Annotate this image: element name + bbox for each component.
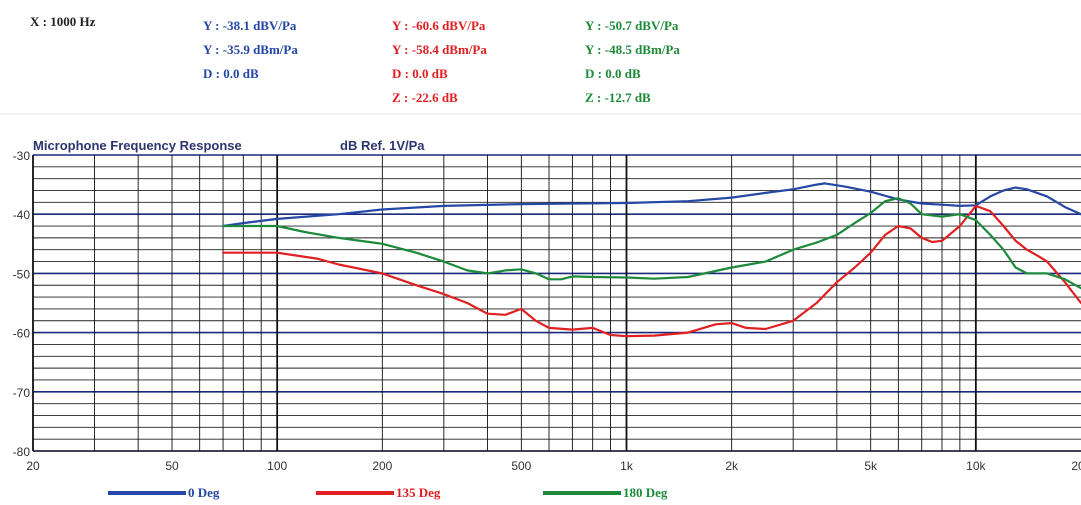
readout-line: Y : -48.5 dBm/Pa [585, 42, 680, 57]
y-tick-label: -40 [13, 208, 31, 222]
y-tick-label: -50 [13, 267, 31, 281]
readout-line: Z : -22.6 dB [392, 90, 458, 105]
chart-title: Microphone Frequency Response [33, 138, 242, 153]
readout-series-1: Y : -60.6 dBV/Pa Y : -58.4 dBm/Pa D : 0.… [392, 14, 487, 110]
x-tick-label: 5k [864, 459, 878, 473]
readout-line: Z : -12.7 dB [585, 90, 651, 105]
legend-label: 0 Deg [188, 485, 220, 500]
x-tick-label: 100 [267, 459, 287, 473]
y-tick-label: -60 [13, 327, 31, 341]
y-tick-label: -30 [13, 149, 31, 163]
series-lines [222, 182, 1081, 338]
x-tick-label: 1k [620, 459, 634, 473]
x-cursor-readout: X : 1000 Hz [30, 14, 96, 29]
readout-line: D : 0.0 dB [203, 66, 259, 81]
plot-grid [32, 154, 1081, 452]
legend-swatch [108, 491, 186, 495]
readout-series-2: Y : -50.7 dBV/Pa Y : -48.5 dBm/Pa D : 0.… [585, 14, 680, 110]
x-tick-label: 20 [26, 459, 40, 473]
legend-label: 180 Deg [623, 485, 668, 500]
x-axis-ticks: 20 50 100 200 500 1k 2k 5k 10k 20k [26, 459, 1081, 473]
readout-line: Y : -50.7 dBV/Pa [585, 18, 679, 33]
legend-item-0: 0 Deg [108, 484, 219, 502]
x-tick-label: 2k [725, 459, 739, 473]
readout-line: Y : -60.6 dBV/Pa [392, 18, 486, 33]
legend-swatch [316, 491, 394, 495]
x-tick-label: 200 [372, 459, 392, 473]
x-tick-label: 10k [966, 459, 986, 473]
legend-item-2: 180 Deg [543, 484, 667, 502]
readout-line: D : 0.0 dB [392, 66, 448, 81]
readout-line: Y : -35.9 dBm/Pa [203, 42, 298, 57]
series-line-0-deg [222, 182, 1081, 228]
legend-label: 135 Deg [396, 485, 441, 500]
series-line-135-deg [222, 204, 1081, 338]
readout-line: Y : -38.1 dBV/Pa [203, 18, 297, 33]
y-tick-label: -70 [13, 386, 31, 400]
readout-line: D : 0.0 dB [585, 66, 641, 81]
y-axis-label: dB Ref. 1V/Pa [340, 138, 425, 153]
readout-series-0: Y : -38.1 dBV/Pa Y : -35.9 dBm/Pa D : 0.… [203, 14, 298, 86]
x-tick-label: 50 [165, 459, 179, 473]
x-tick-label: 500 [511, 459, 531, 473]
series-line-180-deg [222, 197, 1081, 290]
y-tick-label: -80 [13, 445, 31, 459]
readout-line: Y : -58.4 dBm/Pa [392, 42, 487, 57]
legend-item-1: 135 Deg [316, 484, 440, 502]
legend-swatch [543, 491, 621, 495]
y-axis-ticks: -30 -40 -50 -60 -70 -80 [13, 149, 31, 459]
x-tick-label: 20k [1071, 459, 1081, 473]
